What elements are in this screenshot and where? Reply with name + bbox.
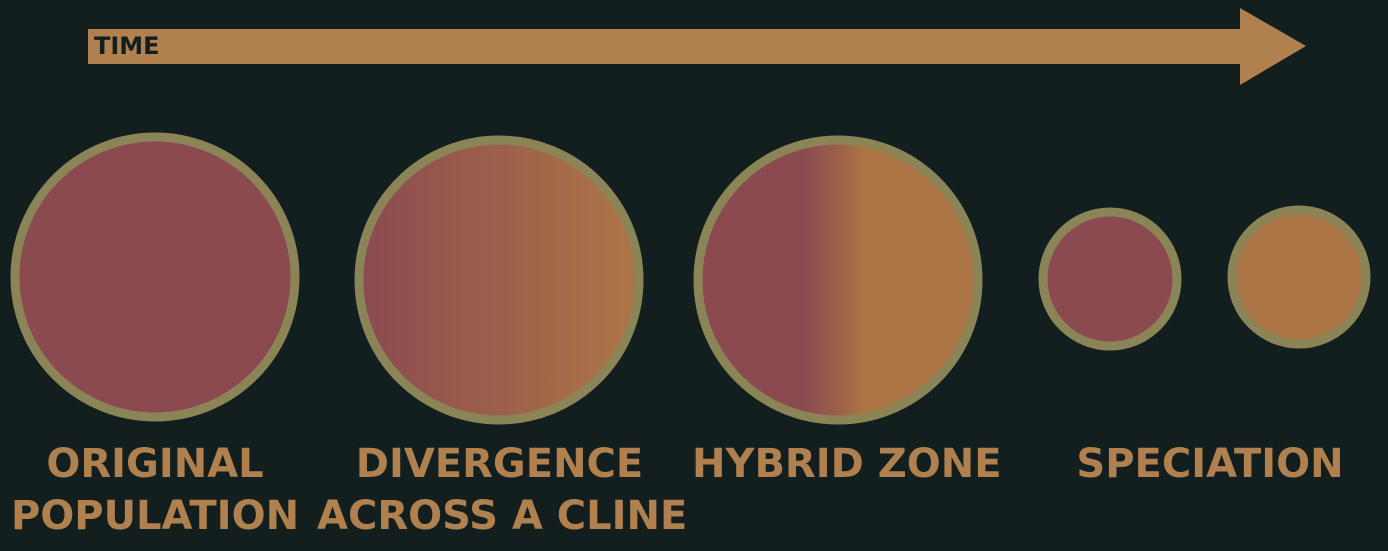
stage-label-line: SPECIATION — [1076, 441, 1344, 487]
time-arrow — [88, 8, 1306, 85]
time-label: TIME — [94, 32, 160, 60]
stage-label-original: ORIGINAL POPULATION — [5, 438, 305, 542]
stage-label-line: POPULATION — [10, 493, 300, 539]
speciation-population-b-circle — [1227, 205, 1371, 349]
stage-label-line: ACROSS A CLINE — [317, 493, 688, 539]
stage-label-line: HYBRID ZONE — [692, 441, 1002, 487]
speciation-population-a-circle — [1038, 207, 1182, 351]
stage-label-hybrid-zone: HYBRID ZONE — [692, 438, 1002, 490]
stage-label-speciation: SPECIATION — [1060, 438, 1360, 490]
hybrid-zone-circle — [693, 135, 983, 425]
stage-label-divergence: DIVERGENCE ACROSS A CLINE — [317, 438, 688, 542]
original-population-circle — [10, 132, 300, 422]
stage-label-line: DIVERGENCE — [355, 441, 644, 487]
divergence-circle — [354, 135, 644, 425]
stage-label-line: ORIGINAL — [46, 441, 264, 487]
